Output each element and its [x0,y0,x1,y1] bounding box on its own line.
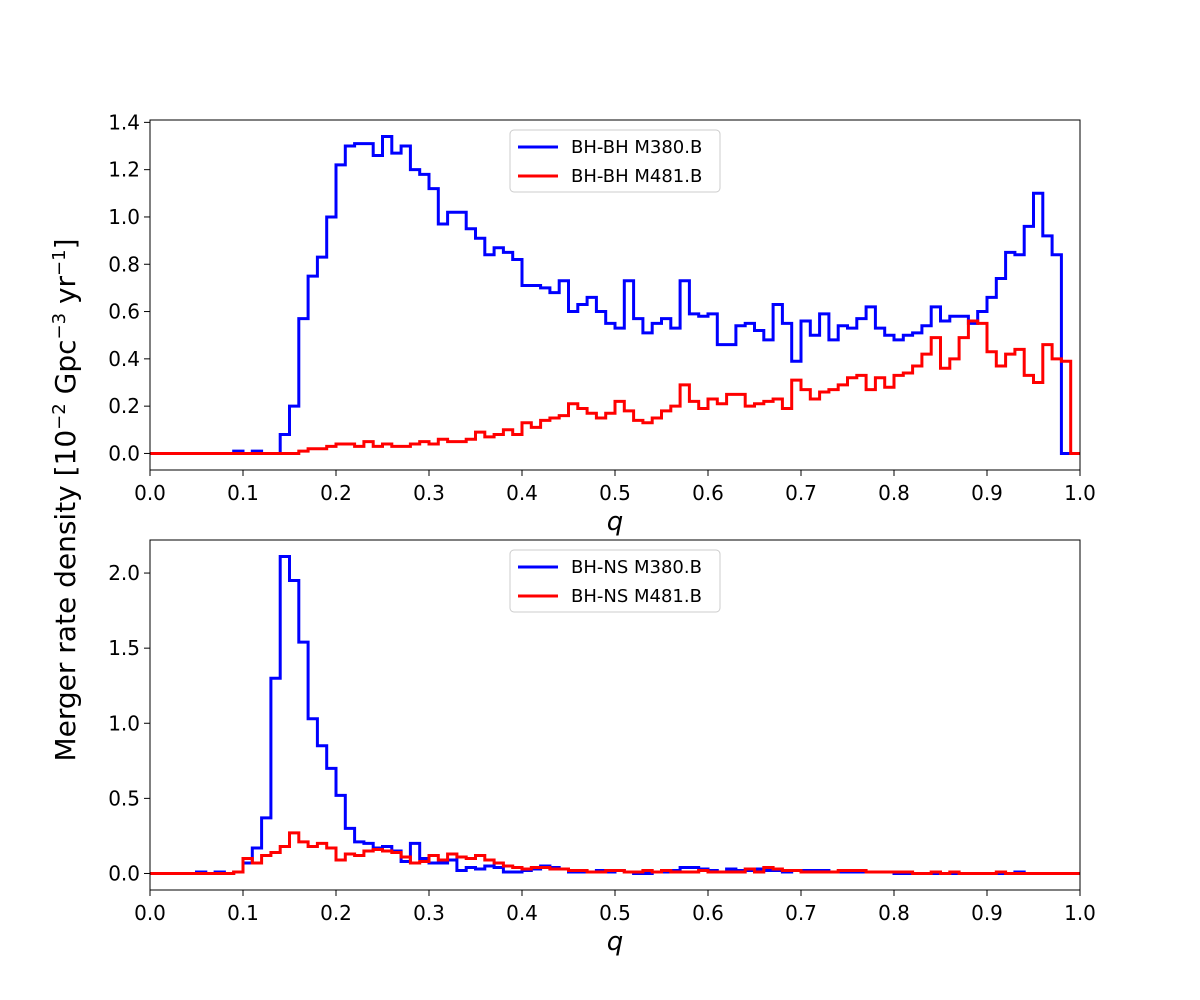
legend-box [509,549,721,613]
x-tick-label: 0.3 [413,481,445,505]
shared-y-axis-label: Merger rate density [10−2 Gpc−3 yr−1] [49,238,83,761]
x-tick-label: 0.9 [971,901,1003,925]
y-tick-label: 1.0 [108,711,140,735]
legend: BH-NS M380.B BH-NS M481.B [509,549,721,613]
x-tick-label: 0.0 [134,901,166,925]
x-axis-label: q [607,507,624,537]
x-tick-label: 0.5 [599,901,631,925]
x-tick-label: 1.0 [1064,901,1096,925]
legend-entry-label: BH-NS M481.B [571,586,702,607]
legend: BH-BH M380.B BH-BH M481.B [509,129,721,193]
x-tick-label: 0.4 [506,481,538,505]
legend-entry-label: BH-BH M481.B [571,166,702,187]
y-tick-label: 2.0 [108,561,140,585]
x-tick-label: 0.2 [320,901,352,925]
x-tick-label: 0.1 [227,481,259,505]
x-tick-label: 0.8 [878,901,910,925]
x-tick-label: 0.7 [785,901,817,925]
bottom-panel-bh-ns: 0.0 0.1 0.2 0.3 0.4 0.5 0.6 0.7 0.8 0.9 1.0 0.0 0.5 1… [108,539,1096,957]
y-tick-label: 0.0 [108,441,140,465]
top-panel-bh-bh: 0.0 0.1 0.2 0.3 0.4 0.5 0.6 0.7 0.8 0.9 1.0 0.0 0.2 0… [108,110,1096,537]
legend-box [509,129,721,193]
x-tick-label: 0.7 [785,481,817,505]
y-tick-label: 0.6 [108,300,140,324]
series-line-bh-ns-m481-b [150,831,1080,875]
x-tick-label: 0.1 [227,901,259,925]
x-tick-label: 0.3 [413,901,445,925]
y-tick-label: 0.8 [108,252,140,276]
x-tick-label: 0.2 [320,481,352,505]
y-tick-label: 0.2 [108,394,140,418]
legend-entry-label: BH-BH M380.B [571,137,702,158]
y-tick-label: 0.0 [108,861,140,885]
x-tick-label: 0.0 [134,481,166,505]
x-tick-label: 0.5 [599,481,631,505]
x-axis-label: q [607,927,624,957]
x-tick-label: 0.6 [692,481,724,505]
x-tick-label: 1.0 [1064,481,1096,505]
y-tick-label: 0.4 [108,347,140,371]
y-tick-label: 1.0 [108,205,140,229]
y-tick-label: 1.5 [108,636,140,660]
x-tick-label: 0.4 [506,901,538,925]
series-line-bh-bh-m380-b [150,135,1080,455]
x-tick-label: 0.9 [971,481,1003,505]
x-tick-label: 0.6 [692,901,724,925]
series-line-bh-bh-m481-b [150,319,1080,455]
x-tick-label: 0.8 [878,481,910,505]
y-tick-label: 0.5 [108,786,140,810]
y-tick-label: 1.2 [108,158,140,182]
y-tick-label: 1.4 [108,110,140,134]
legend-entry-label: BH-NS M380.B [571,557,702,578]
